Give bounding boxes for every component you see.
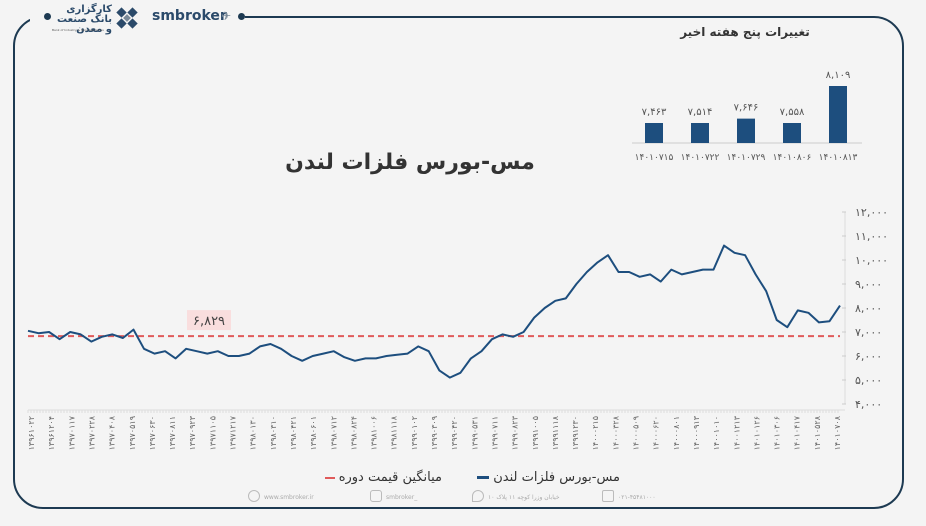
- x-tick-label: ۱۳۹۹۰۴۲۰: [450, 416, 459, 450]
- x-tick-label: ۱۴۰۱۰۱۲۶: [752, 416, 761, 450]
- bar-category-label: ۱۴۰۱۰۷۲۲: [681, 153, 720, 163]
- footer-address: خیابان وزرا کوچه ۱۱ پلاک ۱۰: [488, 494, 560, 501]
- bar-value-label: ۷,۶۴۶: [734, 103, 759, 114]
- x-tick-label: ۱۴۰۰۰۳۲۸: [611, 415, 620, 450]
- average-label: ۶,۸۲۹: [193, 314, 225, 329]
- x-tick-label: ۱۴۰۰۱۲۱۳: [732, 415, 741, 450]
- x-tick-label: ۱۳۹۷۱۲۱۷: [229, 415, 238, 450]
- bar-value-label: ۷,۵۱۴: [688, 107, 713, 118]
- brand-name: smbroker: [152, 8, 227, 24]
- bar: [737, 118, 755, 143]
- y-tick-label: ۱۰,۰۰۰: [855, 254, 888, 267]
- globe-icon: [248, 490, 260, 502]
- x-tick-label: ۱۴۰۰۰۵۰۹: [632, 416, 641, 450]
- x-tick-label: ۱۳۹۸۱۱۱۸: [390, 415, 399, 450]
- bar-value-label: ۷,۵۵۸: [780, 107, 805, 118]
- x-tick-label: ۱۳۹۸۰۳۱۰: [269, 416, 278, 450]
- x-tick-label: ۱۳۹۶۱۰۲۲: [27, 416, 36, 450]
- footer-phone: ۰۲۱-۴۵۴۸۱۰۰۰: [618, 494, 656, 501]
- x-tick-label: ۱۴۰۰۱۰۱۰: [712, 416, 721, 450]
- main-chart-title: مس-بورس فلزات لندن: [285, 150, 535, 175]
- y-tick-label: ۸,۰۰۰: [855, 302, 882, 315]
- x-tick-label: ۱۴۰۱۰۷۰۸: [833, 415, 842, 450]
- x-tick-label: ۱۳۹۹۰۳۰۹: [430, 416, 439, 450]
- x-tick-label: ۱۳۹۹۰۸۲۳: [511, 415, 520, 450]
- bar: [645, 123, 663, 143]
- x-tick-label: ۱۳۹۸۰۷۱۲: [329, 416, 338, 450]
- bank-logo-subtitle: Bank of Industry & Mine Securities: [52, 28, 104, 32]
- x-tick-label: ۱۴۰۱۰۳۰۶: [773, 416, 782, 450]
- x-tick-label: ۱۳۹۹۰۱۰۲: [410, 416, 419, 450]
- bar-category-label: ۱۴۰۱۰۸۱۳: [819, 153, 858, 163]
- y-tick-label: ۹,۰۰۰: [855, 278, 882, 291]
- footer-instagram[interactable]: smbroker_: [386, 494, 418, 501]
- x-tick-label: ۱۴۰۰۰۸۰۱: [672, 416, 681, 450]
- bar-category-label: ۱۴۰۱۰۸۰۶: [773, 153, 812, 163]
- x-tick-label: ۱۴۰۱۰۴۱۷: [793, 415, 802, 450]
- y-tick-label: ۷,۰۰۰: [855, 326, 882, 339]
- y-tick-label: ۴,۰۰۰: [855, 398, 882, 411]
- x-tick-label: ۱۳۹۶۱۲۰۴: [47, 416, 56, 450]
- paper-plane-icon: ✈: [221, 9, 232, 23]
- legend-average-swatch: [324, 476, 335, 479]
- x-tick-label: ۱۴۰۰۰۶۲۰: [652, 416, 661, 450]
- x-tick-label: ۱۳۹۷۰۸۱۱: [168, 416, 177, 450]
- page-frame: [13, 16, 904, 509]
- weekly-chart-title: تغییرات پنج هفته اخیر: [680, 25, 810, 39]
- frame-dot-right: [238, 13, 245, 20]
- legend: مس-بورس فلزات لندن میانگین قیمت دوره: [290, 470, 620, 490]
- instagram-icon: [370, 490, 382, 502]
- frame-gap: [30, 8, 245, 28]
- average-label-bg: [187, 310, 231, 331]
- y-tick-label: ۱۲,۰۰۰: [855, 206, 888, 219]
- x-tick-label: ۱۴۰۰۰۹۱۳: [692, 415, 701, 450]
- x-tick-label: ۱۴۰۰۰۲۱۵: [591, 416, 600, 450]
- x-tick-label: ۱۳۹۹۱۲۳۰: [571, 416, 580, 450]
- bank-logo-mark-icon: [116, 7, 138, 29]
- x-tick-label: ۱۳۹۷۰۴۰۸: [108, 415, 117, 450]
- footer: www.smbroker.ir smbroker_ خیابان وزرا کو…: [240, 490, 680, 506]
- location-pin-icon: [472, 490, 484, 502]
- legend-series: مس-بورس فلزات لندن: [477, 470, 620, 485]
- x-tick-label: ۱۳۹۹۰۵۳۱: [470, 416, 479, 450]
- x-tick-label: ۱۳۹۸۰۱۳۰: [249, 416, 258, 450]
- x-tick-label: ۱۳۹۷۰۱۱۷: [67, 415, 76, 450]
- bar-category-label: ۱۴۰۱۰۷۲۹: [727, 153, 766, 163]
- x-tick-label: ۱۳۹۸۰۸۲۴: [349, 416, 358, 450]
- y-tick-label: ۶,۰۰۰: [855, 350, 882, 363]
- legend-series-swatch: [477, 476, 490, 479]
- bar-value-label: ۷,۴۶۳: [642, 107, 667, 118]
- price-line: [27, 244, 841, 379]
- x-tick-label: ۱۳۹۹۱۰۰۵: [531, 416, 540, 450]
- bar: [783, 123, 801, 143]
- bar-value-label: ۸,۱۰۹: [826, 70, 851, 81]
- frame-dot-left: [44, 13, 51, 20]
- footer-website[interactable]: www.smbroker.ir: [264, 494, 314, 501]
- phone-icon: [602, 490, 614, 502]
- x-tick-label: ۱۳۹۷۰۲۲۸: [87, 415, 96, 450]
- x-tick-label: ۱۳۹۸۰۶۰۱: [309, 416, 318, 450]
- bar: [829, 86, 847, 143]
- legend-average: میانگین قیمت دوره: [324, 470, 442, 485]
- x-tick-label: ۱۳۹۷۱۱۰۵: [208, 416, 217, 450]
- x-tick-label: ۱۳۹۸۰۴۲۱: [289, 416, 298, 450]
- bar-category-label: ۱۴۰۱۰۷۱۵: [635, 153, 674, 163]
- x-tick-label: ۱۳۹۷۰۹۲۳: [188, 415, 197, 450]
- x-tick-label: ۱۳۹۹۰۷۱۱: [490, 416, 499, 450]
- bar: [691, 123, 709, 143]
- y-tick-label: ۱۱,۰۰۰: [855, 230, 888, 243]
- x-tick-label: ۱۴۰۱۰۵۲۸: [813, 415, 822, 450]
- legend-average-label: میانگین قیمت دوره: [338, 470, 442, 485]
- x-tick-label: ۱۳۹۹۱۱۱۸: [551, 415, 560, 450]
- bank-logo-text: کارگزاری بانک صنعت و معدن: [57, 4, 112, 35]
- x-tick-label: ۱۳۹۸۱۰۰۶: [370, 416, 379, 450]
- x-tick-label: ۱۳۹۷۰۵۱۹: [128, 416, 137, 450]
- y-tick-label: ۵,۰۰۰: [855, 374, 882, 387]
- x-tick-label: ۱۳۹۷۰۶۳۰: [148, 416, 157, 450]
- bank-logo: کارگزاری بانک صنعت و معدن Bank of Indust…: [52, 5, 142, 35]
- legend-series-label: مس-بورس فلزات لندن: [493, 470, 620, 485]
